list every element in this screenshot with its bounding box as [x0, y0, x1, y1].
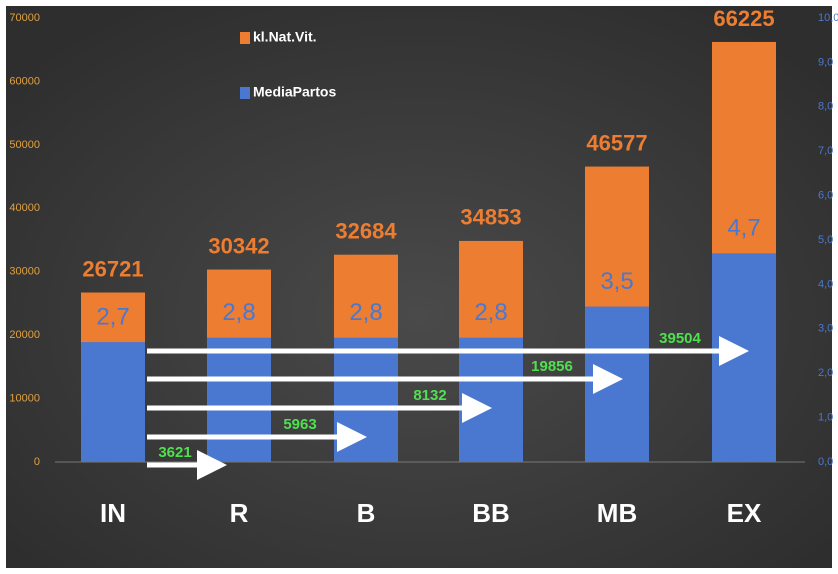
data-label: 32684: [335, 219, 397, 244]
bar: [459, 337, 523, 462]
y2-tick-label: 0,0: [818, 456, 833, 468]
annotation: 39504: [659, 330, 701, 347]
y-tick-label: 10000: [9, 392, 40, 404]
data-label: 46577: [586, 130, 647, 155]
y-tick-label: 20000: [9, 329, 40, 341]
legend-label: MediaPartos: [253, 84, 336, 100]
data-label: 3,5: [600, 268, 633, 295]
annotation: 8132: [413, 387, 446, 404]
x-tick-label: IN: [100, 498, 126, 528]
x-tick-label: R: [230, 498, 249, 528]
bar: [207, 337, 271, 462]
legend-swatch: [240, 32, 250, 44]
background: [6, 6, 832, 568]
bar: [81, 342, 145, 462]
data-label: 2,8: [222, 299, 255, 326]
bar: [334, 337, 398, 462]
y2-tick-label: 6,0: [818, 190, 833, 202]
annotation: 3621: [158, 444, 191, 461]
data-label: 2,7: [96, 303, 129, 330]
x-tick-label: BB: [472, 498, 510, 528]
annotation: 19856: [531, 358, 573, 375]
y-tick-label: 0: [34, 456, 40, 468]
y2-tick-label: 4,0: [818, 278, 833, 290]
y-tick-label: 50000: [9, 139, 40, 151]
legend-label: kl.Nat.Vit.: [253, 29, 317, 45]
data-label: 4,7: [727, 215, 760, 242]
data-label: 66225: [713, 6, 774, 31]
data-label: 34853: [460, 205, 521, 230]
x-tick-label: B: [357, 498, 376, 528]
x-tick-label: MB: [597, 498, 637, 528]
data-label: 2,8: [474, 299, 507, 326]
y2-tick-label: 2,0: [818, 367, 833, 379]
y2-tick-label: 3,0: [818, 323, 833, 335]
legend-swatch: [240, 87, 250, 99]
y2-tick-label: 10,0: [818, 12, 838, 24]
y2-tick-label: 5,0: [818, 234, 833, 246]
data-label: 30342: [208, 233, 269, 258]
bar: [585, 306, 649, 462]
y-tick-label: 70000: [9, 12, 40, 24]
x-tick-label: EX: [727, 498, 762, 528]
y-tick-label: 40000: [9, 202, 40, 214]
annotation: 5963: [283, 416, 316, 433]
data-label: 2,8: [349, 299, 382, 326]
y2-tick-label: 7,0: [818, 145, 833, 157]
y-tick-label: 30000: [9, 266, 40, 278]
data-label: 26721: [82, 256, 143, 281]
y2-tick-label: 8,0: [818, 101, 833, 113]
y2-tick-label: 1,0: [818, 412, 833, 424]
y-tick-label: 60000: [9, 75, 40, 87]
y2-tick-label: 9,0: [818, 56, 833, 68]
bar: [712, 253, 776, 462]
